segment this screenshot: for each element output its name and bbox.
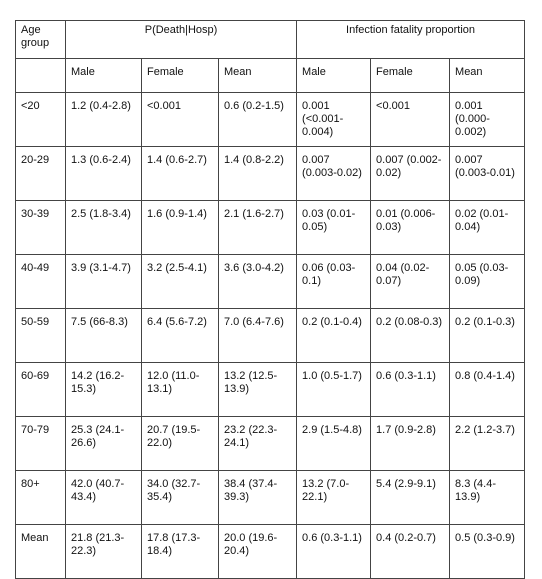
table-cell: 0.6 (0.3-1.1)	[296, 524, 372, 579]
column-header: Mean	[217, 58, 298, 93]
table-cell: 25.3 (24.1-26.6)	[65, 416, 142, 471]
table-cell: 0.4 (0.2-0.7)	[370, 524, 451, 579]
table-cell: 42.0 (40.7-43.4)	[65, 470, 142, 525]
group-header: P(Death|Hosp)	[64, 20, 298, 59]
table-cell: 0.2 (0.1-0.4)	[296, 308, 372, 363]
header-cell	[15, 58, 66, 93]
table-cell: 0.01 (0.006-0.03)	[370, 200, 451, 255]
table-cell: 13.2 (7.0-22.1)	[296, 470, 372, 525]
table-cell: 0.6 (0.3-1.1)	[370, 362, 451, 417]
table-cell: 0.001 (0.000-0.002)	[449, 92, 526, 147]
table-cell: 38.4 (37.4-39.3)	[217, 470, 298, 525]
table-row: 40-49 3.9 (3.1-4.7) 3.2 (2.5-4.1) 3.6 (3.0-…	[15, 254, 526, 309]
column-header: Male	[296, 58, 372, 93]
table-cell: 0.007 (0.003-0.02)	[296, 146, 372, 201]
table-cell: 21.8 (21.3-22.3)	[65, 524, 142, 579]
table-cell: 0.001 (<0.001-0.004)	[296, 92, 372, 147]
table-cell: 0.03 (0.01-0.05)	[296, 200, 372, 255]
row-label: 20-29	[15, 146, 66, 201]
column-header: Female	[370, 58, 451, 93]
table-cell: 1.6 (0.9-1.4)	[141, 200, 219, 255]
data-table: Age group P(Death|Hosp) Infection fatality…	[15, 20, 526, 579]
table-row: 20-29 1.3 (0.6-2.4) 1.4 (0.6-2.7) 1.4 (0.8-…	[15, 146, 526, 201]
table-row: 70-79 25.3 (24.1-26.6) 20.7 (19.5-22.0) 23.…	[15, 416, 526, 471]
table-cell: 1.4 (0.6-2.7)	[141, 146, 219, 201]
table-cell: 2.5 (1.8-3.4)	[65, 200, 142, 255]
row-label: Mean	[15, 524, 66, 579]
row-label: 50-59	[15, 308, 66, 363]
table-cell: 20.0 (19.6-20.4)	[217, 524, 298, 579]
table-cell: 7.0 (6.4-7.6)	[217, 308, 298, 363]
table-cell: 0.06 (0.03-0.1)	[296, 254, 372, 309]
table-cell: 0.6 (0.2-1.5)	[217, 92, 298, 147]
table-cell: 14.2 (16.2-15.3)	[65, 362, 142, 417]
table-cell: 23.2 (22.3-24.1)	[217, 416, 298, 471]
table-cell: 12.0 (11.0-13.1)	[141, 362, 219, 417]
table-cell: 2.1 (1.6-2.7)	[217, 200, 298, 255]
table-row: 30-39 2.5 (1.8-3.4) 1.6 (0.9-1.4) 2.1 (1.6-…	[15, 200, 526, 255]
table-row: 80+ 42.0 (40.7-43.4) 34.0 (32.7-35.4) 38.4 …	[15, 470, 526, 525]
table-cell: 0.2 (0.1-0.3)	[449, 308, 526, 363]
table-cell: 3.6 (3.0-4.2)	[217, 254, 298, 309]
table-cell: 2.9 (1.5-4.8)	[296, 416, 372, 471]
table-row: 50-59 7.5 (66-8.3) 6.4 (5.6-7.2) 7.0 (6.4-7…	[15, 308, 526, 363]
row-label: 40-49	[15, 254, 66, 309]
table-cell: 8.3 (4.4-13.9)	[449, 470, 526, 525]
table-cell: 0.2 (0.08-0.3)	[370, 308, 451, 363]
table-cell: 6.4 (5.6-7.2)	[141, 308, 219, 363]
table-cell: 1.3 (0.6-2.4)	[65, 146, 142, 201]
row-label: 80+	[15, 470, 66, 525]
page: {"table": { "age_group": "Age group", "g…	[15, 20, 526, 579]
table-cell: <0.001	[370, 92, 451, 147]
row-label: <20	[15, 92, 66, 147]
table-cell: 0.04 (0.02-0.07)	[370, 254, 451, 309]
column-header: Female	[141, 58, 219, 93]
table-row: Age group P(Death|Hosp) Infection fatality…	[15, 20, 526, 59]
table-row: Mean 21.8 (21.3-22.3) 17.8 (17.3-18.4) 20.0…	[15, 524, 526, 579]
table-cell: 1.0 (0.5-1.7)	[296, 362, 372, 417]
table-cell: 7.5 (66-8.3)	[65, 308, 142, 363]
table-cell: 3.2 (2.5-4.1)	[141, 254, 219, 309]
table-cell: <0.001	[141, 92, 219, 147]
table-cell: 13.2 (12.5-13.9)	[217, 362, 298, 417]
row-label: 60-69	[15, 362, 66, 417]
table-cell: 0.02 (0.01-0.04)	[449, 200, 526, 255]
table-cell: 1.7 (0.9-2.8)	[370, 416, 451, 471]
group-header: Infection fatality proportion	[296, 20, 526, 59]
table-cell: 1.4 (0.8-2.2)	[217, 146, 298, 201]
table-cell: 0.05 (0.03-0.09)	[449, 254, 526, 309]
table-row: Male Female Mean Male Female Mean	[15, 58, 526, 93]
table-cell: 0.5 (0.3-0.9)	[449, 524, 526, 579]
table-cell: 17.8 (17.3-18.4)	[141, 524, 219, 579]
table-cell: 3.9 (3.1-4.7)	[65, 254, 142, 309]
row-label: 30-39	[15, 200, 66, 255]
table-cell: 0.007 (0.002-0.02)	[370, 146, 451, 201]
table-cell: 2.2 (1.2-3.7)	[449, 416, 526, 471]
table-row: <20 1.2 (0.4-2.8) <0.001 0.6 (0.2-1.5) 0.001…	[15, 92, 526, 147]
table-cell: 20.7 (19.5-22.0)	[141, 416, 219, 471]
column-header: Male	[65, 58, 142, 93]
header-cell: Age group	[15, 20, 66, 59]
row-label: 70-79	[15, 416, 66, 471]
table-row: 60-69 14.2 (16.2-15.3) 12.0 (11.0-13.1) 13.…	[15, 362, 526, 417]
table-cell: 0.8 (0.4-1.4)	[449, 362, 526, 417]
table-cell: 0.007 (0.003-0.01)	[449, 146, 526, 201]
column-header: Mean	[449, 58, 526, 93]
table-cell: 1.2 (0.4-2.8)	[65, 92, 142, 147]
table-cell: 34.0 (32.7-35.4)	[141, 470, 219, 525]
table-cell: 5.4 (2.9-9.1)	[370, 470, 451, 525]
